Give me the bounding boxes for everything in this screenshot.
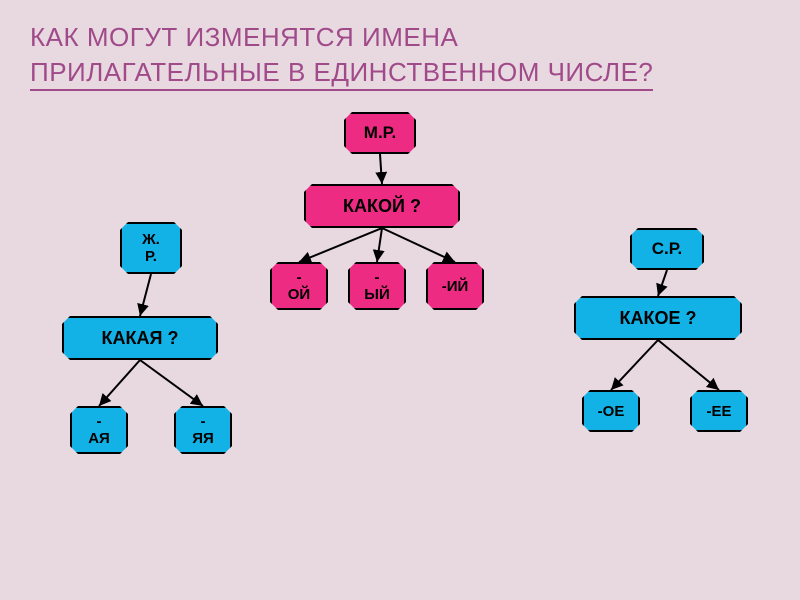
- node-sr: С.Р.: [630, 228, 704, 270]
- edge-kakoe-oe: [611, 340, 658, 390]
- edge-zhr-kakaya: [140, 274, 151, 316]
- node-mr: М.Р.: [344, 112, 416, 154]
- edge-kakoy-oy: [299, 228, 382, 262]
- node-zhr: Ж. Р.: [120, 222, 182, 274]
- edge-kakaya-yaya: [140, 360, 203, 406]
- node-kakaya: КАКАЯ ?: [62, 316, 218, 360]
- node-yaya: - ЯЯ: [174, 406, 232, 454]
- node-ee: -ЕЕ: [690, 390, 748, 432]
- node-iy: -ИЙ: [426, 262, 484, 310]
- node-yy: - ЫЙ: [348, 262, 406, 310]
- edge-kakoy-iy: [382, 228, 455, 262]
- node-kakoy: КАКОЙ ?: [304, 184, 460, 228]
- edge-kakoy-yy: [377, 228, 382, 262]
- edge-sr-kakoe: [658, 270, 667, 296]
- node-oy: - ОЙ: [270, 262, 328, 310]
- edge-kakoe-ee: [658, 340, 719, 390]
- edge-kakaya-aya: [99, 360, 140, 406]
- node-kakoe: КАКОЕ ?: [574, 296, 742, 340]
- node-oe: -ОЕ: [582, 390, 640, 432]
- edge-mr-kakoy: [380, 154, 382, 184]
- node-aya: - АЯ: [70, 406, 128, 454]
